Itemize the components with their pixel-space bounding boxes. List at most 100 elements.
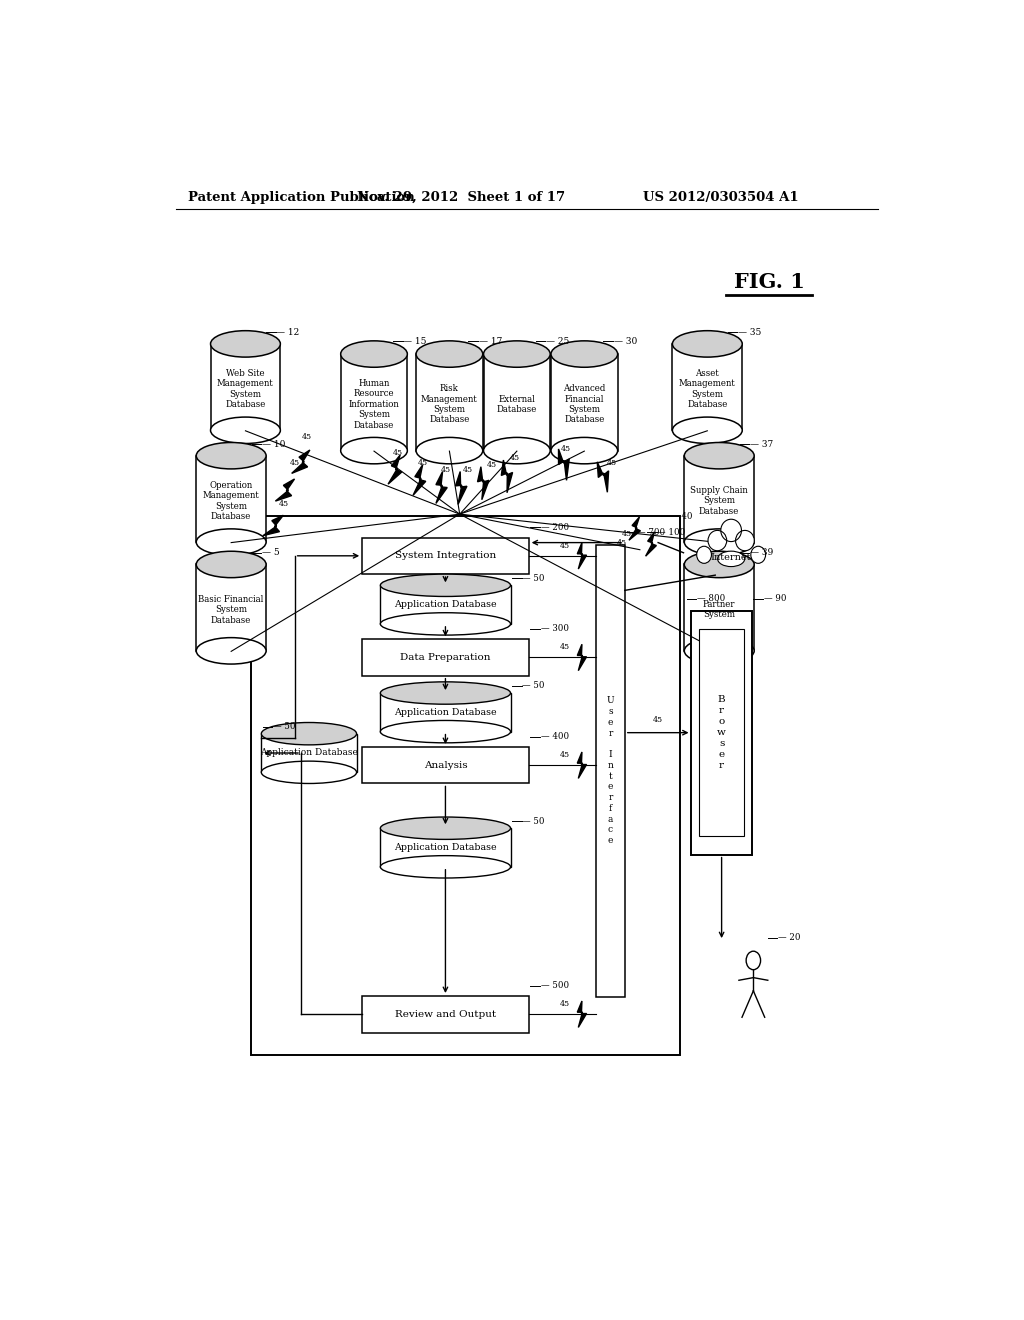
Polygon shape: [645, 532, 656, 556]
Ellipse shape: [684, 529, 754, 556]
Text: 45: 45: [280, 500, 290, 508]
Text: Web Site
Management
System
Database: Web Site Management System Database: [217, 370, 273, 409]
Ellipse shape: [684, 638, 754, 664]
Text: — 30: — 30: [613, 337, 637, 346]
Text: Advanced
Financial
System
Database: Advanced Financial System Database: [563, 384, 605, 425]
Polygon shape: [578, 644, 587, 671]
Polygon shape: [380, 828, 511, 867]
Text: — 50: — 50: [273, 722, 296, 731]
Text: 45: 45: [290, 459, 300, 467]
Text: — 50: — 50: [522, 817, 545, 825]
Text: Nov. 29, 2012  Sheet 1 of 17: Nov. 29, 2012 Sheet 1 of 17: [357, 190, 565, 203]
FancyBboxPatch shape: [362, 747, 528, 784]
Polygon shape: [483, 354, 550, 450]
Ellipse shape: [380, 612, 511, 635]
Ellipse shape: [341, 341, 408, 367]
Text: Application Database: Application Database: [394, 708, 497, 717]
Polygon shape: [477, 467, 489, 500]
Ellipse shape: [551, 341, 617, 367]
Text: 45: 45: [607, 459, 617, 467]
Polygon shape: [684, 455, 754, 543]
Polygon shape: [502, 461, 513, 492]
Ellipse shape: [416, 437, 482, 463]
Polygon shape: [436, 471, 447, 503]
Text: 45: 45: [510, 454, 520, 462]
Ellipse shape: [721, 519, 741, 541]
Text: US 2012/0303504 A1: US 2012/0303504 A1: [643, 190, 799, 203]
Text: — 300: — 300: [541, 624, 568, 634]
Polygon shape: [597, 462, 608, 492]
Text: — 400: — 400: [541, 733, 568, 742]
Ellipse shape: [380, 682, 511, 704]
Text: FIG. 1: FIG. 1: [734, 272, 805, 293]
FancyBboxPatch shape: [362, 639, 528, 676]
Text: 45: 45: [301, 433, 311, 441]
Text: 45: 45: [622, 531, 632, 539]
Text: 45: 45: [616, 539, 627, 546]
Polygon shape: [416, 354, 482, 450]
Ellipse shape: [341, 437, 408, 463]
Text: Data Preparation: Data Preparation: [400, 653, 490, 661]
Text: — 10: — 10: [262, 440, 286, 449]
Text: 45: 45: [559, 541, 569, 549]
Polygon shape: [578, 752, 587, 779]
Text: — 50: — 50: [522, 681, 545, 690]
Polygon shape: [197, 565, 266, 651]
Polygon shape: [275, 479, 295, 502]
Text: Operation
Management
System
Database: Operation Management System Database: [203, 480, 259, 521]
Text: 45: 45: [559, 643, 569, 651]
Polygon shape: [578, 543, 587, 569]
Ellipse shape: [483, 341, 550, 367]
FancyBboxPatch shape: [251, 516, 680, 1055]
Polygon shape: [578, 1001, 587, 1027]
Circle shape: [746, 952, 761, 970]
Ellipse shape: [197, 552, 266, 578]
Text: Review and Output: Review and Output: [395, 1010, 496, 1019]
Ellipse shape: [735, 531, 755, 550]
Ellipse shape: [684, 442, 754, 469]
Text: 45: 45: [440, 466, 451, 474]
Text: — 700: — 700: [637, 528, 665, 537]
Polygon shape: [558, 449, 569, 480]
Text: — 39: — 39: [751, 548, 773, 557]
FancyBboxPatch shape: [362, 995, 528, 1032]
Polygon shape: [197, 455, 266, 543]
Text: Internet: Internet: [711, 553, 752, 562]
Text: System Integration: System Integration: [395, 552, 496, 560]
Text: — 25: — 25: [546, 337, 569, 346]
Text: — 800: — 800: [697, 594, 725, 603]
Text: Asset
Management
System
Database: Asset Management System Database: [679, 370, 735, 409]
FancyBboxPatch shape: [596, 545, 625, 997]
FancyBboxPatch shape: [699, 630, 743, 837]
FancyBboxPatch shape: [691, 611, 752, 854]
Text: Partner
System: Partner System: [703, 601, 735, 619]
Ellipse shape: [416, 341, 482, 367]
Text: — 20: — 20: [778, 933, 801, 942]
Text: — 15: — 15: [403, 337, 427, 346]
Polygon shape: [380, 693, 511, 731]
Text: — 35: — 35: [738, 327, 762, 337]
Text: B
r
o
w
s
e
r: B r o w s e r: [717, 694, 726, 771]
Text: — 200: — 200: [541, 523, 568, 532]
Ellipse shape: [751, 546, 766, 564]
Ellipse shape: [696, 546, 712, 564]
Ellipse shape: [211, 331, 281, 358]
Text: Basic Financial
System
Database: Basic Financial System Database: [199, 595, 264, 624]
Polygon shape: [292, 450, 310, 474]
Ellipse shape: [380, 855, 511, 878]
Polygon shape: [380, 585, 511, 624]
Ellipse shape: [380, 721, 511, 743]
Text: 45: 45: [559, 1001, 569, 1008]
Text: Supply Chain
System
Database: Supply Chain System Database: [690, 486, 749, 516]
Text: — 40: — 40: [670, 512, 692, 520]
Ellipse shape: [673, 331, 742, 358]
Ellipse shape: [211, 417, 281, 444]
Ellipse shape: [718, 552, 744, 566]
Text: 45: 45: [486, 462, 497, 470]
Text: — 500: — 500: [541, 981, 568, 990]
Text: — 12: — 12: [276, 327, 300, 337]
Text: 45: 45: [418, 459, 428, 467]
Polygon shape: [673, 345, 742, 430]
Ellipse shape: [673, 417, 742, 444]
Ellipse shape: [380, 817, 511, 840]
